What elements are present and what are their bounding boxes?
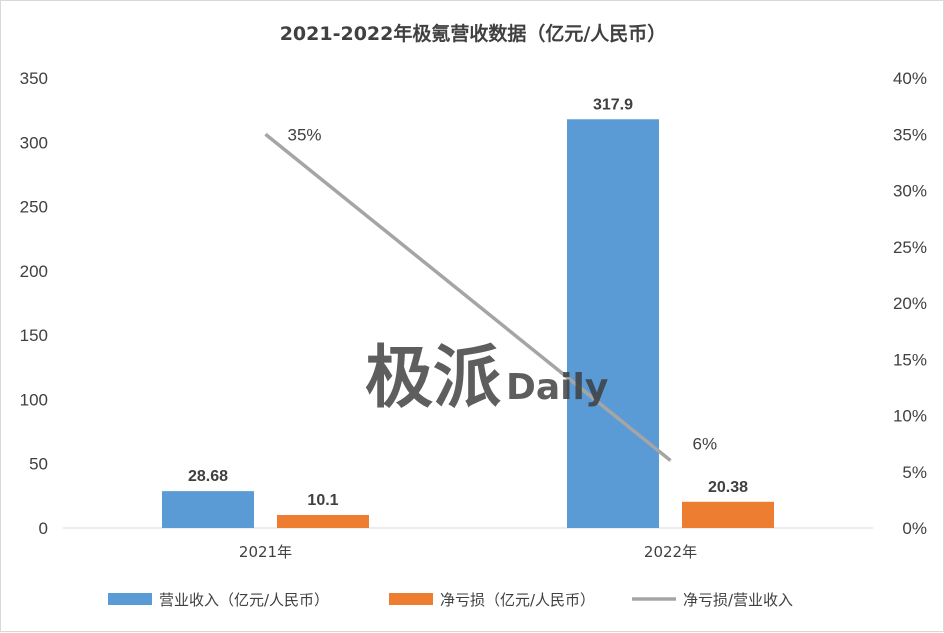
y-right-tick-label: 35% xyxy=(893,125,927,144)
bar-data-label: 20.38 xyxy=(708,479,748,496)
y-right-tick-label: 0% xyxy=(902,519,927,538)
y-right-tick-label: 10% xyxy=(893,407,927,426)
y-left-tick-label: 100 xyxy=(20,390,48,409)
y-right-tick-label: 25% xyxy=(893,238,927,257)
watermark-en: Daily xyxy=(506,367,608,408)
watermark-cn: 极派 xyxy=(365,339,501,418)
legend-swatch xyxy=(108,593,152,605)
axes: 0 50 100 150 200 250 300 350 0% 5% 10% 15% 20% 25% 30%… xyxy=(20,69,927,561)
watermark: 极派 Daily xyxy=(365,339,608,418)
legend-label: 营业收入（亿元/人民币） xyxy=(159,591,329,609)
bar-data-label: 317.9 xyxy=(593,96,633,113)
bar-data-label: 10.1 xyxy=(307,492,338,509)
legend-swatch xyxy=(389,593,433,605)
y-left-tick-label: 50 xyxy=(29,455,48,474)
x-category-label: 2022年 xyxy=(644,543,697,561)
x-category-label: 2021年 xyxy=(239,543,292,561)
legend-label: 净亏损（亿元/人民币） xyxy=(440,591,595,609)
line-data-label: 35% xyxy=(288,125,322,144)
ratio-line-group xyxy=(264,132,672,462)
y-right-tick-label: 15% xyxy=(893,350,927,369)
legend: 营业收入（亿元/人民币） 净亏损（亿元/人民币） 净亏损/营业收入 xyxy=(108,591,793,609)
chart-title: 2021-2022年极氪营收数据（亿元/人民币） xyxy=(280,22,667,45)
bar xyxy=(162,491,254,528)
ratio-line xyxy=(264,132,672,462)
data-labels: 28.68 317.9 10.1 20.38 35% 6% xyxy=(188,96,748,509)
bar xyxy=(682,501,774,528)
bar-data-label: 28.68 xyxy=(188,468,228,485)
y-left-tick-label: 150 xyxy=(20,326,48,345)
y-right-tick-label: 30% xyxy=(893,182,927,201)
y-left-tick-label: 350 xyxy=(20,69,48,88)
bar xyxy=(567,119,659,529)
y-left-tick-label: 250 xyxy=(20,198,48,217)
y-left-tick-label: 300 xyxy=(20,133,48,152)
y-left-tick-label: 0 xyxy=(39,519,48,538)
bars xyxy=(162,119,774,529)
legend-label: 净亏损/营业收入 xyxy=(683,591,793,609)
y-right-tick-label: 20% xyxy=(893,294,927,313)
line-data-label: 6% xyxy=(693,435,718,454)
y-right-tick-label: 5% xyxy=(902,463,927,482)
y-right-tick-label: 40% xyxy=(893,69,927,88)
y-left-tick-label: 200 xyxy=(20,262,48,281)
bar xyxy=(277,515,369,528)
